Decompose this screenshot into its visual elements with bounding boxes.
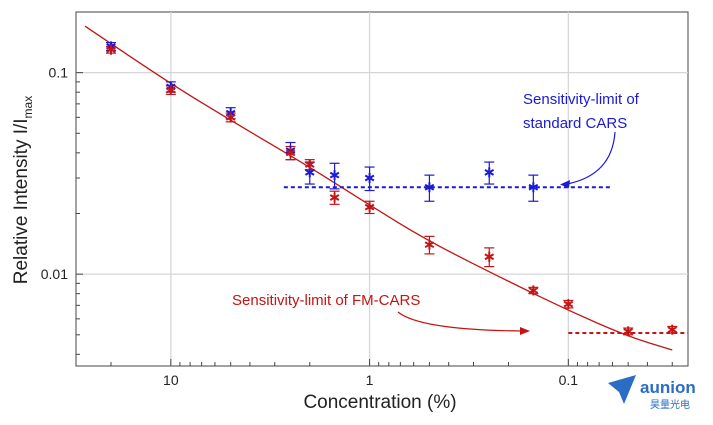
x-tick-label: 0.1 <box>559 372 579 388</box>
marker-stroke <box>165 86 176 94</box>
annotation-standard-cars-line-1: Sensitivity-limit of <box>523 91 640 108</box>
marker-stroke <box>304 168 315 176</box>
marker-stroke <box>225 113 236 121</box>
data-point <box>623 326 633 337</box>
data-point <box>364 202 375 213</box>
marker-stroke <box>667 326 678 334</box>
marker-stroke <box>329 194 340 201</box>
y-axis-label-main: Relative Intensity I/I <box>11 118 32 284</box>
marker-stroke <box>364 203 375 211</box>
annotation-arrow-head-fm-cars <box>520 327 530 335</box>
data-point <box>528 182 539 193</box>
y-tick-label: 0.01 <box>41 266 68 282</box>
annotation-arrow-fm-cars <box>397 311 523 332</box>
marker-stroke <box>424 241 435 249</box>
data-point <box>563 299 574 310</box>
data-point <box>424 182 435 193</box>
fit-curve <box>84 25 673 351</box>
data-point <box>225 112 236 123</box>
marker-stroke <box>484 253 495 261</box>
marker-stroke <box>329 171 340 179</box>
aunion-logo: aunion 昊量光电 <box>608 375 696 411</box>
marker-stroke <box>528 183 539 191</box>
marker-stroke <box>424 183 435 191</box>
y-axis-label: Relative Intensity I/Imax <box>11 96 35 284</box>
data-point <box>329 192 340 203</box>
x-tick-label: 10 <box>163 372 179 388</box>
data-point <box>424 239 435 250</box>
aunion-logo-subtitle: 昊量光电 <box>650 398 690 411</box>
grid <box>76 12 688 366</box>
data-point <box>484 251 495 262</box>
marker-stroke <box>623 327 633 335</box>
data-point <box>667 324 678 335</box>
marker-stroke <box>563 300 574 308</box>
data-point <box>484 167 495 178</box>
marker-stroke <box>285 149 296 157</box>
marker-stroke <box>484 168 495 176</box>
data-markers <box>106 41 678 337</box>
y-axis-label-subscript: max <box>21 96 35 119</box>
data-point <box>304 159 315 170</box>
data-point <box>528 285 539 296</box>
marker-stroke <box>528 287 539 294</box>
annotation-fm-cars: Sensitivity-limit of FM-CARS <box>232 292 420 309</box>
data-point <box>106 44 116 55</box>
plot-area <box>75 11 689 367</box>
data-point <box>165 85 176 96</box>
annotation-arrow-standard-cars <box>566 131 616 185</box>
marker-stroke <box>364 174 375 182</box>
aunion-logo-brand: aunion <box>640 378 696 397</box>
x-axis-label: Concentration (%) <box>303 392 456 413</box>
data-point <box>329 170 340 181</box>
annotation-standard-cars: Sensitivity-limit of standard CARS <box>523 91 643 132</box>
marker-stroke <box>106 46 116 54</box>
marker-stroke <box>304 161 315 168</box>
annotation-arrow-head-standard-cars <box>560 180 570 188</box>
aunion-logo-mark <box>608 375 636 404</box>
data-point <box>285 147 296 158</box>
fit-line <box>84 25 673 351</box>
annotation-standard-cars-line-2: standard CARS <box>523 115 627 132</box>
ticks: 10 1 0.1 0.1 0.01 <box>41 11 673 388</box>
data-point <box>364 173 375 184</box>
y-tick-label: 0.1 <box>49 65 69 81</box>
x-tick-label: 1 <box>366 372 374 388</box>
